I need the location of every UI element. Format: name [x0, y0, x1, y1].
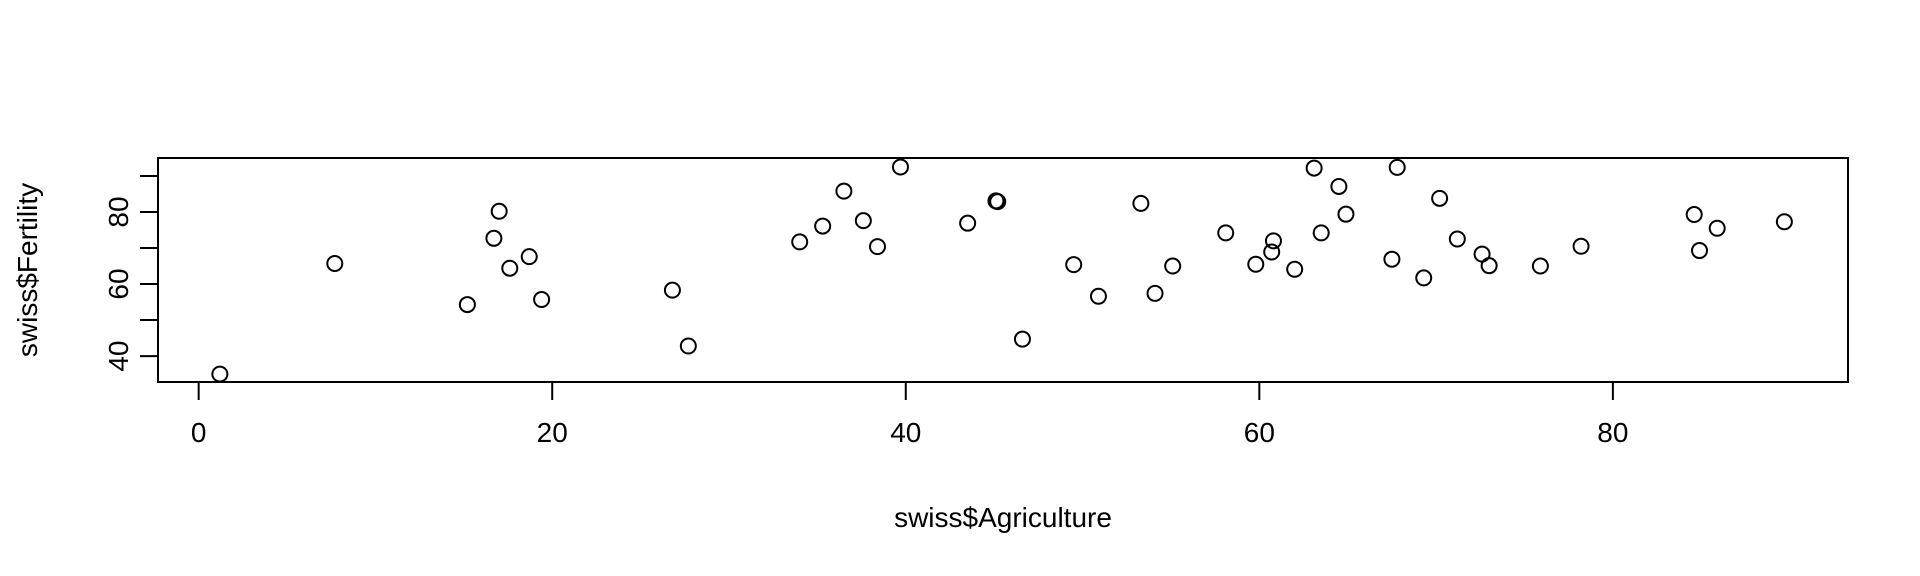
plot-frame: [157, 157, 1849, 383]
data-point: [791, 233, 809, 251]
y-axis: 40 60 80: [103, 175, 159, 372]
data-point: [1013, 330, 1031, 348]
x-tick-label: 80: [1597, 417, 1628, 448]
data-point: [814, 217, 832, 235]
data-point: [679, 337, 697, 355]
data-point: [1415, 269, 1433, 287]
data-point: [1089, 287, 1107, 305]
data-point: [959, 214, 977, 232]
data-point: [868, 238, 886, 256]
data-point: [1330, 177, 1348, 195]
data-point: [1383, 250, 1401, 268]
data-point: [458, 296, 476, 314]
data-point: [326, 255, 344, 273]
data-point: [211, 365, 229, 383]
x-tick-label: 60: [1244, 417, 1275, 448]
data-point: [533, 291, 551, 309]
data-point: [1448, 230, 1466, 248]
y-tick-label: 40: [103, 340, 134, 371]
data-point: [1247, 255, 1265, 273]
data-point: [1431, 189, 1449, 207]
data-point: [1264, 232, 1282, 250]
data-point: [1708, 219, 1726, 237]
data-point: [1685, 206, 1703, 224]
data-point: [1305, 159, 1323, 177]
data-point: [490, 202, 508, 220]
x-tick-label: 0: [191, 417, 207, 448]
data-point: [1132, 194, 1150, 212]
data-point: [1572, 237, 1590, 255]
x-tick-label: 20: [537, 417, 568, 448]
data-point: [1164, 257, 1182, 275]
y-axis-title: swiss$Fertility: [12, 183, 43, 357]
data-point: [1146, 284, 1164, 302]
data-point: [1531, 257, 1549, 275]
data-point: [1775, 213, 1793, 231]
data-point: [485, 229, 503, 247]
data-point: [1480, 257, 1498, 275]
x-tick-label: 40: [890, 417, 921, 448]
data-point: [1286, 260, 1304, 278]
data-point: [663, 281, 681, 299]
data-point: [891, 158, 909, 176]
data-point: [1691, 242, 1709, 260]
data-point: [1065, 256, 1083, 274]
y-tick-label: 80: [103, 196, 134, 227]
data-points: [211, 158, 1793, 383]
data-point: [1312, 224, 1330, 242]
x-axis-title: swiss$Agriculture: [894, 502, 1112, 533]
data-point: [835, 182, 853, 200]
data-point: [501, 259, 519, 277]
data-point: [520, 248, 538, 266]
data-point: [1337, 205, 1355, 223]
data-point: [989, 193, 1007, 211]
y-tick-label: 60: [103, 268, 134, 299]
x-axis: 0 20 40 60 80: [191, 381, 1628, 448]
data-point: [1388, 158, 1406, 176]
data-point: [1263, 243, 1281, 261]
data-point: [1217, 224, 1235, 242]
data-point: [854, 212, 872, 230]
